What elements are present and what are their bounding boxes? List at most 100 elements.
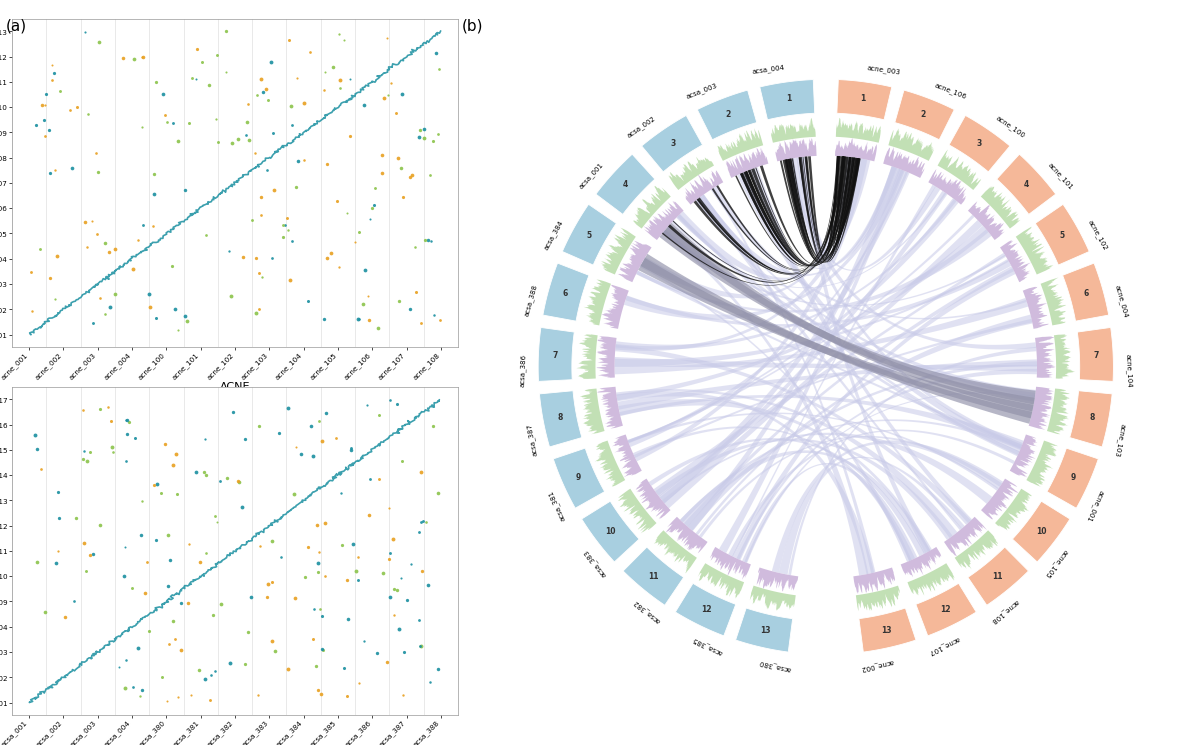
Text: 12: 12 [940,606,950,615]
Point [119,416,138,428]
Polygon shape [901,547,941,577]
Point [80,548,100,560]
Polygon shape [660,191,948,504]
Point [100,246,119,258]
Point [346,236,365,248]
Point [133,51,152,63]
Polygon shape [1040,277,1066,326]
Polygon shape [614,357,1037,372]
Point [216,66,235,77]
Point [182,72,202,84]
Polygon shape [697,158,859,274]
Text: acsa_381: acsa_381 [547,489,566,522]
Polygon shape [799,157,852,262]
Polygon shape [601,285,629,329]
Point [251,191,270,203]
Polygon shape [772,440,1003,573]
Polygon shape [737,171,1022,452]
Polygon shape [677,159,862,280]
Polygon shape [688,361,1037,530]
Text: 12: 12 [701,606,712,615]
Point [280,34,299,45]
Point [310,546,329,558]
Polygon shape [743,158,859,266]
Point [90,519,109,531]
Point [308,566,328,578]
Point [229,476,248,488]
Point [251,540,270,552]
Point [401,558,420,570]
Point [380,77,400,89]
Point [262,252,281,264]
Point [83,548,102,560]
Polygon shape [782,156,845,263]
Point [392,88,412,100]
Point [326,432,346,444]
Point [312,435,331,447]
Point [337,691,356,703]
Text: acsa_384: acsa_384 [542,218,564,250]
Point [295,97,314,109]
Point [355,264,374,276]
Point [409,526,428,538]
Point [415,123,434,135]
Polygon shape [1015,226,1054,274]
Point [128,642,148,654]
Point [106,288,125,299]
Text: 7: 7 [1093,351,1099,360]
Point [83,215,102,226]
Point [378,89,397,101]
Point [146,312,166,324]
Point [217,472,236,484]
Point [415,234,434,246]
Polygon shape [634,186,671,229]
Point [379,502,398,514]
Polygon shape [916,583,977,635]
Point [157,116,176,128]
Polygon shape [696,166,896,276]
Polygon shape [540,390,582,447]
Point [284,488,304,500]
Point [76,216,95,228]
Point [287,181,306,193]
Polygon shape [542,263,589,321]
Point [341,442,360,454]
Polygon shape [1078,328,1114,381]
Point [412,317,431,329]
Polygon shape [662,223,1034,411]
Point [124,54,143,66]
Polygon shape [716,156,838,270]
Point [36,130,55,142]
Point [282,101,301,112]
Point [349,226,368,238]
Point [132,121,151,133]
Point [368,473,388,485]
Text: 9: 9 [1070,473,1075,482]
Text: (a): (a) [6,19,28,34]
Point [384,609,403,621]
Polygon shape [680,450,930,554]
Polygon shape [673,157,856,281]
Point [178,315,197,327]
Point [430,63,449,75]
Polygon shape [696,314,1032,535]
Point [158,580,178,592]
Polygon shape [685,171,724,205]
Polygon shape [836,80,892,120]
Point [425,309,444,321]
Polygon shape [1009,434,1038,478]
Point [349,574,368,586]
Point [263,535,282,547]
Polygon shape [1026,440,1058,486]
Point [186,466,205,478]
Point [428,486,448,498]
Text: acne_108: acne_108 [990,597,1020,624]
Polygon shape [937,150,982,190]
Point [46,557,65,568]
Polygon shape [790,158,1036,349]
Point [202,669,221,681]
Polygon shape [760,157,851,264]
Point [317,252,336,264]
Point [233,501,252,513]
Polygon shape [697,90,757,140]
